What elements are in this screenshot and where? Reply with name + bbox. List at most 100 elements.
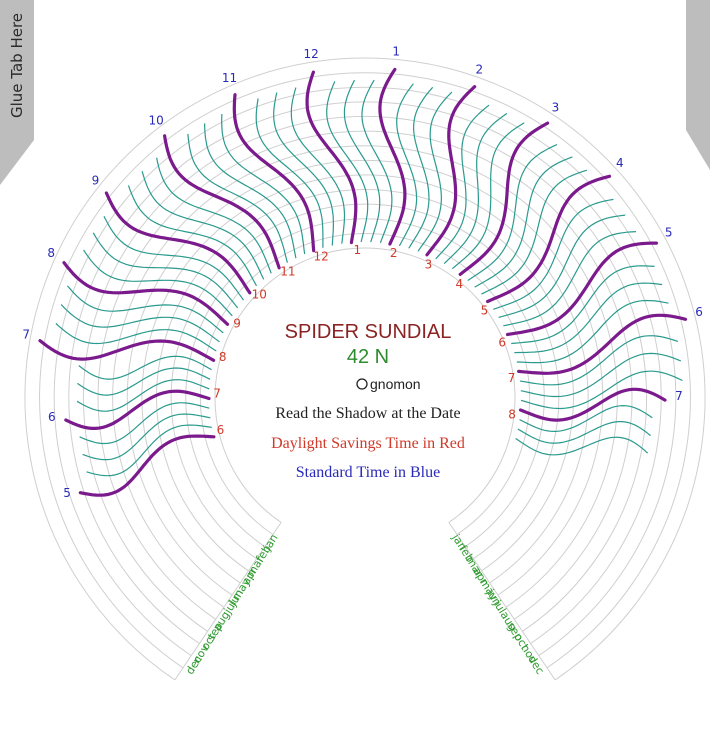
quarter-hour-lines [55, 79, 683, 477]
hour-line [305, 70, 358, 245]
standard-hour-label: 1 [392, 44, 400, 58]
hour-line [425, 85, 477, 257]
daylight-hour-label: 10 [252, 287, 267, 301]
hour-line [378, 67, 407, 246]
standard-hour-label: 3 [552, 101, 560, 115]
standard-hour-label: 6 [695, 305, 703, 319]
hour-line [163, 134, 281, 270]
hour-lines [38, 67, 688, 497]
hour-line [232, 93, 316, 253]
quarter-hour-line [435, 104, 490, 260]
daylight-hour-label: 8 [219, 350, 227, 364]
daylight-hour-label: 6 [217, 423, 225, 437]
hour-line [38, 339, 216, 362]
date-ring [185, 218, 545, 548]
month-label: jul [490, 597, 508, 616]
quarter-hour-line [481, 169, 588, 295]
standard-hour-label: 10 [148, 114, 163, 128]
daylight-hour-label: 2 [390, 246, 398, 260]
date-ring [112, 145, 618, 608]
date-ring [170, 203, 560, 560]
hour-line [104, 191, 252, 295]
hour-line [505, 241, 658, 337]
standard-hour-label: 12 [304, 47, 319, 61]
glue-tab-right [686, 0, 710, 170]
gnomon-label: gnomon [370, 376, 421, 392]
daylight-instruction: Daylight Savings Time in Red [271, 435, 465, 452]
quarter-hour-line [361, 79, 393, 244]
quarter-hour-line [78, 355, 212, 380]
hour-line [78, 434, 216, 497]
quarter-hour-line [76, 379, 210, 412]
gnomon-marker-icon [356, 378, 368, 390]
date-rings [24, 57, 706, 681]
quarter-hour-line [55, 323, 217, 352]
standard-hour-label: 4 [616, 156, 624, 170]
hour-line [517, 313, 688, 375]
quarter-hour-line [290, 87, 346, 244]
date-ring [68, 101, 662, 644]
month-labels: janfebmaraprmayjunjulaugsepoctnovdecjanf… [183, 531, 546, 677]
standard-hour-label: 7 [675, 389, 683, 403]
standard-hour-label: 7 [22, 327, 30, 341]
standard-hour-label: 2 [475, 63, 483, 77]
daylight-hour-label: 12 [314, 250, 329, 264]
standard-hour-label: 5 [63, 486, 71, 500]
quarter-hour-line [92, 232, 239, 309]
quarter-hour-line [326, 81, 369, 243]
standard-hour-label: 6 [48, 410, 56, 424]
read-instruction: Read the Shadow at the Date [275, 405, 460, 422]
quarter-hour-line [77, 367, 211, 396]
quarter-hour-line [514, 282, 663, 354]
date-ring [199, 233, 531, 535]
glue-tab-left [0, 0, 34, 185]
latitude-label: 42 N [347, 346, 389, 368]
quarter-hour-line [396, 83, 418, 247]
quarter-hour-line [82, 413, 211, 461]
standard-instruction: Standard Time in Blue [296, 464, 440, 481]
quarter-hour-line [86, 424, 212, 477]
quarter-hour-line [417, 91, 453, 252]
quarter-hour-line [451, 122, 525, 270]
quarter-hour-line [474, 156, 573, 288]
hour-line [486, 174, 612, 304]
quarter-hour-line [221, 113, 306, 255]
daylight-hour-label: 7 [213, 386, 221, 400]
quarter-hour-line [493, 198, 614, 310]
quarter-hour-line [343, 79, 381, 243]
quarter-hour-line [498, 214, 626, 318]
quarter-hour-line [443, 112, 508, 265]
daylight-hour-label: 7 [508, 371, 516, 385]
quarter-hour-line [519, 335, 679, 386]
month-label: jul [221, 598, 239, 617]
daylight-hour-label: 3 [425, 257, 433, 271]
hour-line [458, 121, 550, 276]
date-ring [214, 247, 516, 523]
wedge-edge [174, 522, 282, 681]
daylight-hour-label: 9 [233, 317, 241, 331]
quarter-hour-line [519, 404, 653, 433]
date-ring [82, 116, 648, 632]
daylight-hour-label: 8 [508, 408, 516, 422]
quarter-hour-line [66, 285, 224, 334]
standard-hour-label: 9 [92, 173, 100, 187]
quarter-hour-line [60, 304, 220, 343]
hour-line [64, 389, 211, 430]
quarter-hour-line [273, 92, 335, 246]
standard-hour-label: 5 [665, 226, 673, 240]
quarter-hour-line [141, 171, 265, 280]
quarter-hour-line [187, 133, 288, 263]
quarter-hour-line [517, 421, 651, 444]
quarter-hour-line [511, 265, 655, 345]
standard-hour-label: 8 [47, 246, 55, 260]
daylight-hour-label: 11 [280, 265, 295, 279]
quarter-hour-line [127, 185, 258, 287]
glue-tab-label: Glue Tab Here [8, 13, 26, 118]
date-ring [39, 72, 691, 669]
wedge-edge [448, 522, 556, 681]
quarter-hour-line [408, 86, 434, 249]
quarter-hour-line [520, 370, 683, 410]
standard-hour-label: 11 [222, 71, 237, 85]
